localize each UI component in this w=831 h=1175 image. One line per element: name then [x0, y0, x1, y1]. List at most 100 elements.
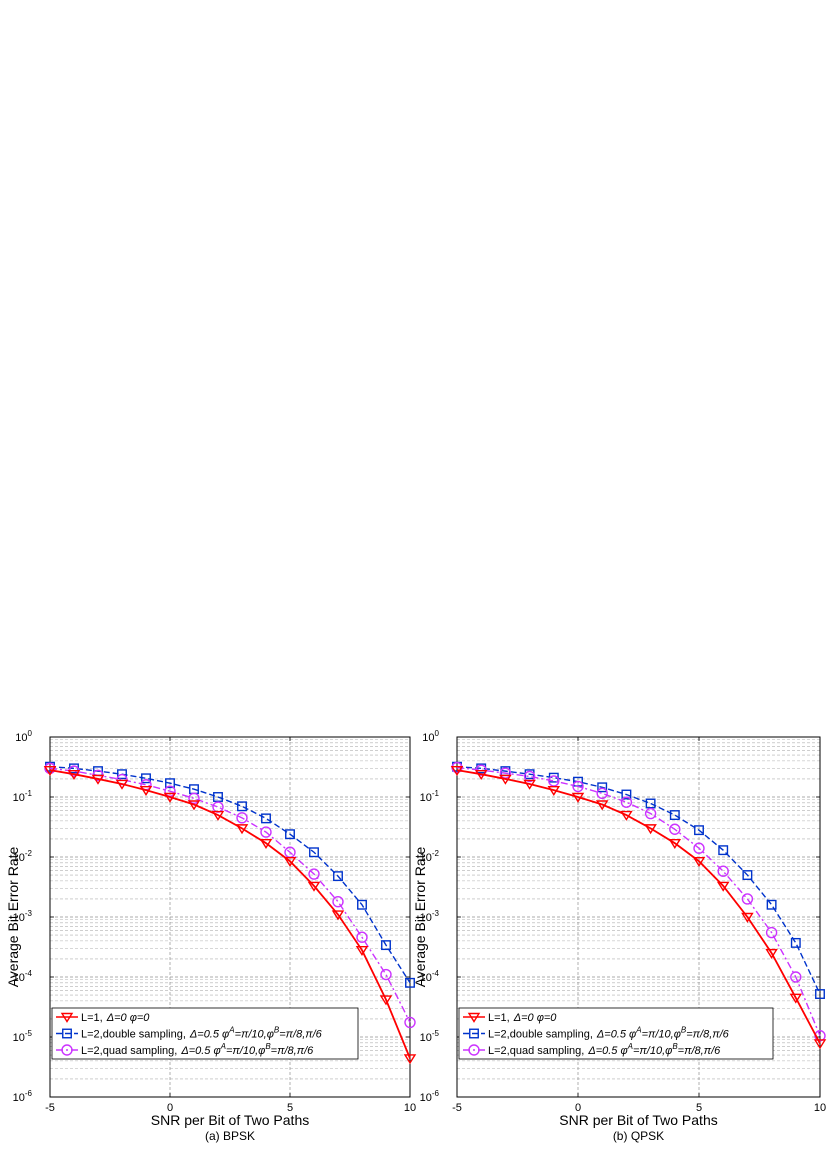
- data-point-circle: [790, 971, 802, 983]
- series-3: [44, 762, 416, 1029]
- data-point-square: [285, 829, 295, 840]
- data-point-triangle: [211, 810, 225, 821]
- y-tick-label: 10-3: [420, 909, 440, 924]
- series-line: [49, 769, 411, 1059]
- data-point-triangle: [283, 857, 297, 868]
- data-point-triangle: [307, 881, 321, 892]
- data-point-circle: [644, 807, 657, 820]
- data-point-triangle: [741, 912, 754, 923]
- x-tick-label: 10: [404, 1102, 416, 1114]
- data-point-triangle: [523, 779, 536, 790]
- data-point-square: [621, 789, 632, 800]
- data-point-circle: [380, 968, 392, 981]
- data-point-square: [766, 899, 777, 910]
- data-point-triangle: [571, 792, 585, 803]
- y-tick-label: 10-1: [13, 789, 33, 804]
- data-point-square: [718, 845, 729, 856]
- x-tick-label: -5: [452, 1102, 462, 1114]
- data-point-circle: [404, 1016, 416, 1029]
- series-2: [452, 761, 825, 999]
- y-tick-label: 100: [15, 729, 32, 744]
- data-point-circle: [596, 787, 608, 800]
- y-tick-label: 10-2: [13, 849, 33, 864]
- data-point-triangle: [43, 765, 57, 776]
- x-tick-label: 0: [167, 1102, 173, 1114]
- data-point-circle: [717, 865, 729, 877]
- data-point-circle: [332, 895, 344, 908]
- legend-entry: L=1, Δ=0 φ=0: [81, 1012, 150, 1024]
- legend-entry: L=2,double sampling, Δ=0.5 φA=π/10,φB=π/8…: [81, 1026, 323, 1041]
- legend-box: [458, 1007, 774, 1060]
- series-line: [456, 769, 821, 1044]
- chart-panel-1: -5 0 5 10 100 10-1 10-2 10-3 10-4 10-5 10-6 SNR per…: [5, 729, 417, 1143]
- data-point-triangle: [115, 779, 129, 790]
- data-point-square: [309, 847, 319, 858]
- y-tick-label: 10-4: [420, 969, 440, 984]
- legend: L=1, Δ=0 φ=0 L=2,double sampling, Δ=0.5 φA=…: [51, 1007, 359, 1060]
- series-line: [49, 765, 411, 984]
- data-point-circle: [356, 931, 368, 943]
- data-point-square: [62, 1028, 72, 1039]
- data-point-triangle: [163, 792, 177, 803]
- y-tick-label: 10-6: [420, 1089, 440, 1104]
- data-point-circle: [260, 826, 272, 838]
- data-point-square: [469, 1028, 479, 1039]
- data-point-square: [237, 801, 247, 812]
- panel-caption: (b) QPSK: [613, 1129, 664, 1143]
- series-1: [450, 765, 827, 1050]
- x-tick-label: 5: [696, 1102, 702, 1114]
- chart-panel-2: -5 0 5 10 100 10-1 10-2 10-3 10-4 10-5 10-6 SNR per…: [412, 729, 827, 1143]
- y-tick-label: 10-3: [13, 909, 33, 924]
- data-point-circle: [669, 823, 681, 835]
- data-point-triangle: [547, 785, 561, 796]
- y-tick-label: 10-6: [13, 1089, 33, 1104]
- data-point-square: [261, 813, 271, 824]
- data-point-square: [694, 825, 704, 836]
- y-tick-label: 10-2: [420, 849, 440, 864]
- data-point-circle: [620, 796, 633, 808]
- data-point-square: [141, 773, 151, 784]
- series-line: [456, 765, 821, 995]
- y-axis-label: Average Bit Error Rate: [412, 847, 428, 988]
- data-point-triangle: [692, 857, 706, 868]
- legend-entry: L=2,double sampling, Δ=0.5 φA=π/10,φB=π/8…: [488, 1026, 730, 1041]
- data-point-square: [790, 937, 801, 948]
- data-point-triangle: [474, 769, 488, 781]
- data-point-triangle: [139, 785, 153, 796]
- data-point-square: [597, 782, 608, 793]
- data-point-triangle: [716, 881, 730, 892]
- x-tick-label: 5: [287, 1102, 293, 1114]
- data-point-triangle: [331, 910, 345, 921]
- data-point-circle: [572, 780, 584, 793]
- data-point-circle: [308, 868, 320, 880]
- data-point-triangle: [450, 765, 464, 776]
- data-point-square: [333, 871, 343, 882]
- data-point-triangle: [499, 774, 512, 785]
- data-point-square: [213, 792, 223, 802]
- data-point-triangle: [379, 995, 393, 1006]
- data-point-triangle: [467, 1012, 481, 1023]
- series-line: [456, 766, 821, 1036]
- x-tick-label: -5: [45, 1102, 55, 1114]
- data-point-triangle: [620, 810, 633, 821]
- data-point-circle: [693, 842, 705, 854]
- data-point-circle: [468, 1044, 480, 1056]
- y-tick-label: 10-1: [420, 789, 440, 804]
- data-point-square: [815, 989, 825, 999]
- data-point-circle: [61, 1044, 73, 1056]
- data-point-triangle: [789, 993, 803, 1004]
- data-point-square: [117, 769, 127, 780]
- legend: L=1, Δ=0 φ=0 L=2,double sampling, Δ=0.5 φA=…: [458, 1007, 774, 1060]
- data-point-circle: [188, 792, 200, 805]
- y-tick-label: 100: [422, 729, 439, 744]
- legend-entry: L=1, Δ=0 φ=0: [488, 1012, 557, 1024]
- data-point-square: [645, 798, 656, 809]
- x-axis-label: SNR per Bit of Two Paths: [559, 1112, 717, 1128]
- data-point-square: [669, 810, 680, 821]
- legend-entry: L=2,quad sampling, Δ=0.5 φA=π/10,φB=π/8,π…: [488, 1042, 721, 1057]
- data-point-square: [165, 778, 175, 789]
- series-line: [49, 767, 411, 1023]
- legend-entry: L=2,quad sampling, Δ=0.5 φA=π/10,φB=π/8,π…: [81, 1042, 314, 1057]
- data-point-triangle: [355, 945, 369, 956]
- data-point-square: [742, 870, 753, 881]
